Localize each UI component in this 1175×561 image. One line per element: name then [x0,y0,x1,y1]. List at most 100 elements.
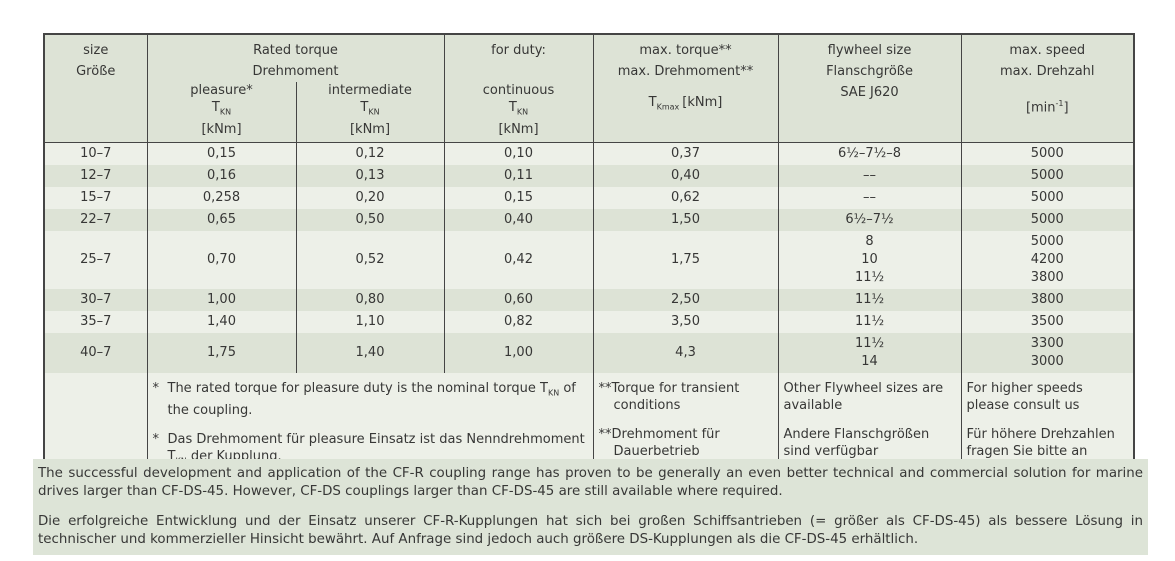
header-pleasure-tkn: TKN [148,99,296,121]
header-tkmax-unit: TKmax [kNm] [594,94,778,116]
pleasure-torque-cell: 0,70 [146,231,296,289]
continuous-torque-cell: 0,42 [443,231,594,289]
header-continuous-unit: [kNm] [498,121,539,137]
header-for-duty-label: for duty: [491,43,546,58]
speed-unit-close: ] [1063,100,1069,115]
header-rated-torque: Rated torque Drehmoment [146,34,445,82]
t-subscript: KN [368,107,380,117]
continuous-torque-cell: 0,10 [443,142,594,165]
coupling-spec-table: size Größe Rated torque Drehmoment for d… [43,33,1136,486]
t-subscript: KN [516,107,529,117]
max-speed-cell: 3500 [960,311,1135,333]
footnote-rated-en: * The rated torque for pleasure duty is … [153,380,589,419]
header-max-torque: max. torque** max. Drehmoment** TKmax [kN… [592,34,779,143]
t-subscript: KN [219,107,232,117]
max-torque-cell: 3,50 [592,311,779,333]
tkmax-subscript: Kmax [656,103,680,112]
table-row: 40–7 1,75 1,40 1,00 4,3 11½ 14 3300 3000 [44,333,1135,373]
flywheel-size-cell: –– [777,165,962,187]
summary-paragraph-en: The successful development and applicati… [38,466,1143,499]
footnote-transient-en: **Torque for transient conditions [598,381,740,413]
size-cell: 40–7 [44,333,147,373]
footnote-text: Das Drehmoment für pleasure Einsatz ist … [167,431,585,464]
table-row: 25–7 0,70 0,52 0,42 1,75 8 10 11½ 5000 4… [44,231,1135,289]
table-row: 35–7 1,40 1,10 0,82 3,50 11½ 3500 [44,311,1135,333]
pleasure-torque-cell: 0,16 [146,165,296,187]
header-max-speed-de: max. Drehzahl [999,64,1095,79]
header-size-de: Größe [76,64,116,79]
header-intermediate-tkn: TKN [297,99,444,121]
max-torque-cell: 1,50 [592,209,779,231]
size-cell: 30–7 [44,289,147,311]
header-max-speed-content: max. speed max. Drehzahl [min-1] [962,35,1134,137]
intermediate-torque-cell: 0,80 [295,289,445,311]
footnote-flywheel-en: Other Flywheel sizes are available [783,381,944,413]
max-speed-cell: 5000 [960,165,1135,187]
asterisk: * [152,431,160,447]
max-torque-cell: 4,3 [592,333,779,373]
header-row-1: size Größe Rated torque Drehmoment for d… [44,34,1135,143]
t-symbol: T [360,100,369,115]
header-flywheel-en: flywheel size [827,43,912,58]
pleasure-torque-cell: 1,00 [146,289,296,311]
t-symbol: T [508,100,517,115]
pleasure-torque-cell: 0,15 [146,142,296,165]
flywheel-size-cell: 11½ [777,289,962,311]
flywheel-size-cell: 11½ [777,311,962,333]
size-cell: 35–7 [44,311,147,333]
header-max-torque-en: max. torque** [639,43,732,58]
tkmax-unit: [kNm] [682,95,723,111]
table-row: 22–7 0,65 0,50 0,40 1,50 6½–7½ 5000 [44,209,1135,231]
intermediate-torque-cell: 0,20 [295,187,445,209]
header-max-speed: max. speed max. Drehzahl [min-1] [960,34,1135,143]
table-row: 12–7 0,16 0,13 0,11 0,40 –– 5000 [44,165,1135,187]
header-speed-unit: [min-1] [962,95,1134,116]
max-speed-cell: 3300 3000 [960,333,1135,373]
intermediate-torque-cell: 1,10 [295,311,445,333]
table-row: 15–7 0,258 0,20 0,15 0,62 –– 5000 [44,187,1135,209]
flywheel-size-cell: –– [777,187,962,209]
size-cell: 15–7 [44,187,147,209]
pleasure-torque-cell: 1,40 [146,311,296,333]
max-torque-cell: 0,62 [592,187,779,209]
header-max-torque-content: max. torque** max. Drehmoment** TKmax [kN… [594,35,778,137]
max-torque-cell: 0,37 [592,142,779,165]
continuous-torque-cell: 0,15 [443,187,594,209]
max-speed-cell: 5000 4200 3800 [960,231,1135,289]
max-speed-cell: 3800 [960,289,1135,311]
intermediate-torque-cell: 0,13 [295,165,445,187]
flywheel-size-cell: 11½ 14 [777,333,962,373]
footnote-speed-en: For higher speeds please consult us [966,381,1083,413]
header-max-torque-de: max. Drehmoment** [617,64,754,79]
flywheel-size-cell: 6½–7½ [777,209,962,231]
speed-unit-exponent: -1 [1055,98,1064,108]
header-size-en: size [83,43,109,58]
header-pleasure-unit: [kNm] [201,121,242,137]
pleasure-torque-cell: 0,65 [146,209,296,231]
footnote-text: The rated torque for pleasure duty is th… [167,381,548,396]
size-cell: 10–7 [44,142,147,165]
flywheel-size-cell: 6½–7½–8 [777,142,962,165]
pleasure-torque-cell: 0,258 [146,187,296,209]
footnote-rated-en-text: The rated torque for pleasure duty is th… [168,380,589,419]
table-row: 30–7 1,00 0,80 0,60 2,50 11½ 3800 [44,289,1135,311]
speed-unit-open: [min [1025,100,1056,115]
header-size: size Größe [44,34,147,143]
footnote-transient-de: **Drehmoment für Dauerbetrieb [598,427,720,459]
summary-paragraph-de: Die erfolgreiche Entwicklung und der Ein… [38,514,1143,547]
footnote-speed-de: Für höhere Drehzahlen fragen Sie bitte a… [966,427,1115,459]
intermediate-torque-cell: 1,40 [295,333,445,373]
max-speed-cell: 5000 [960,187,1135,209]
max-torque-cell: 0,40 [592,165,779,187]
asterisk: * [152,381,160,396]
footnote-flywheel-de: Andere Flanschgrößen sind verfügbar [783,427,930,459]
continuous-torque-cell: 1,00 [443,333,594,373]
header-intermediate-label: intermediate [328,83,412,98]
max-speed-cell: 5000 [960,142,1135,165]
table-row: 10–7 0,15 0,12 0,10 0,37 6½–7½–8 5000 [44,142,1135,165]
summary-paragraphs: The successful development and applicati… [33,459,1148,555]
header-max-torque-lines: max. torque** max. Drehmoment** [594,40,778,82]
continuous-torque-cell: 0,40 [443,209,594,231]
max-speed-cell: 5000 [960,209,1135,231]
max-torque-cell: 1,75 [592,231,779,289]
